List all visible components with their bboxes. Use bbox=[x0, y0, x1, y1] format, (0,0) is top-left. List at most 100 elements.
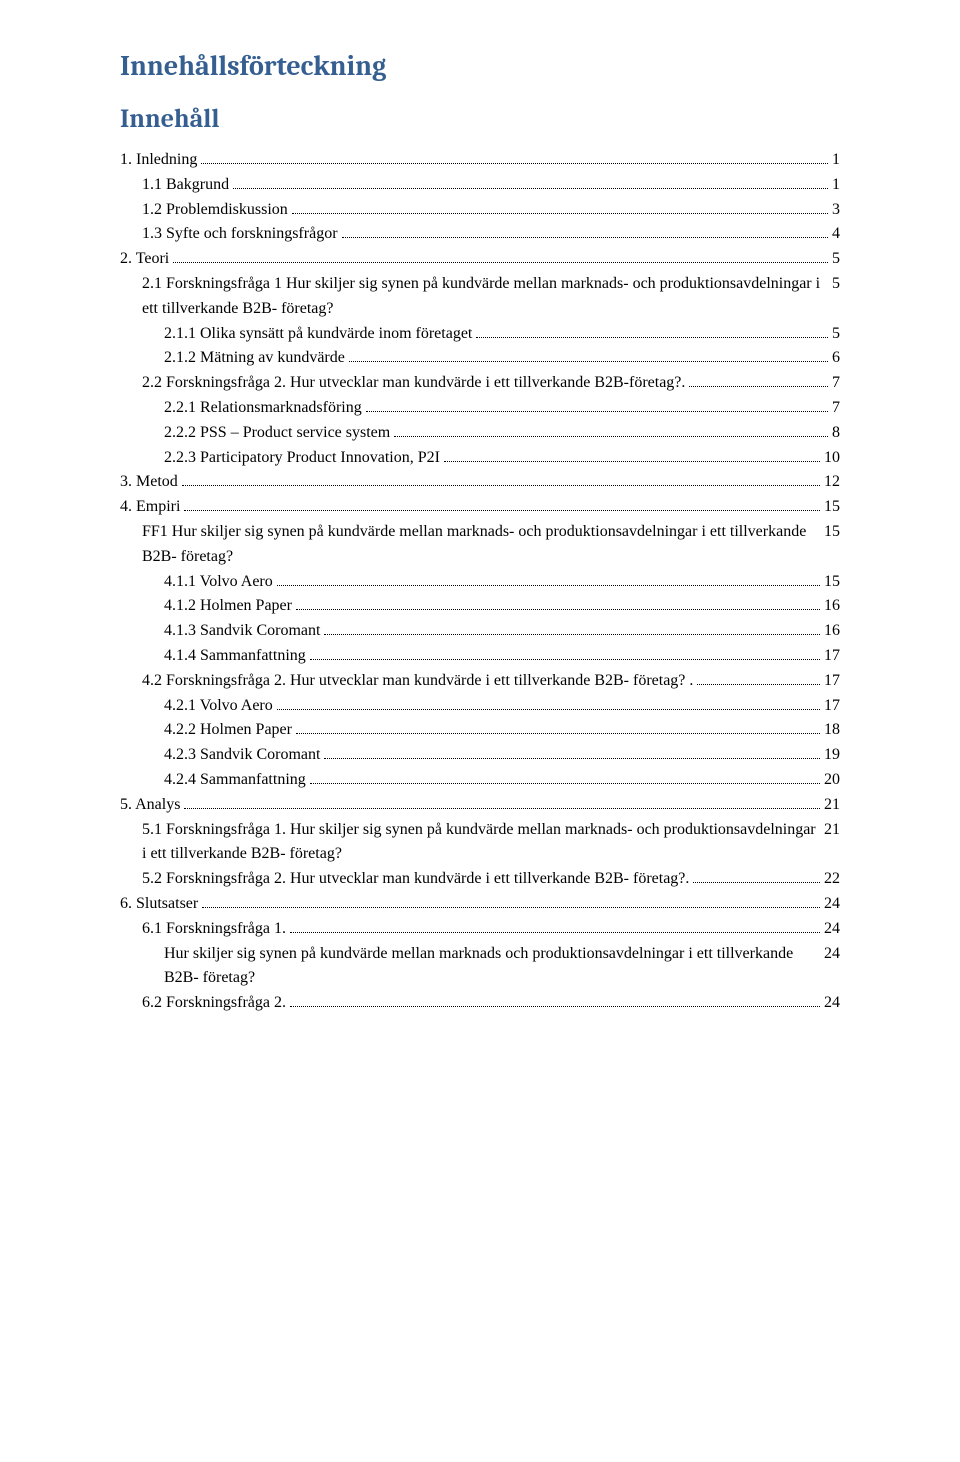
toc-entry[interactable]: 4.2.3 Sandvik Coromant 19 bbox=[120, 743, 840, 768]
toc-entry-page: 21 bbox=[824, 818, 840, 843]
heading-sub: Innehåll bbox=[120, 104, 840, 134]
toc-leader bbox=[689, 372, 828, 387]
toc-leader bbox=[296, 595, 820, 610]
toc-entry[interactable]: 6. Slutsatser 24 bbox=[120, 892, 840, 917]
toc-entry[interactable]: 4. Empiri 15 bbox=[120, 495, 840, 520]
toc-leader bbox=[324, 744, 820, 759]
toc-entry[interactable]: 2.1.1 Olika synsätt på kundvärde inom fö… bbox=[120, 322, 840, 347]
toc-entry-label: 6. Slutsatser bbox=[120, 892, 198, 917]
toc-entry-page: 18 bbox=[824, 718, 840, 743]
toc-entry-page: 15 bbox=[824, 520, 840, 545]
toc-leader bbox=[277, 570, 820, 585]
toc-entry-page: 16 bbox=[824, 619, 840, 644]
toc-leader bbox=[310, 645, 820, 660]
toc-leader bbox=[184, 793, 820, 808]
page: Innehållsförteckning Innehåll 1. Inledni… bbox=[0, 0, 960, 1462]
toc-entry-label: 2.2 Forskningsfråga 2. Hur utvecklar man… bbox=[142, 371, 685, 396]
toc-entry-page: 8 bbox=[832, 421, 840, 446]
toc-entry[interactable]: 2. Teori 5 bbox=[120, 247, 840, 272]
toc-entry-label: 1. Inledning bbox=[120, 148, 197, 173]
toc-entry-label: 1.1 Bakgrund bbox=[142, 173, 229, 198]
toc-leader bbox=[182, 471, 820, 486]
toc-entry-page: 12 bbox=[824, 470, 840, 495]
toc-leader bbox=[366, 397, 828, 412]
toc-entry-page: 24 bbox=[824, 917, 840, 942]
toc-entry-page: 3 bbox=[832, 198, 840, 223]
toc-entry[interactable]: 3. Metod 12 bbox=[120, 470, 840, 495]
toc-entry[interactable]: 1.1 Bakgrund 1 bbox=[120, 173, 840, 198]
toc-entry-label: 4.1.3 Sandvik Coromant bbox=[164, 619, 320, 644]
toc-entry-label: 2.2.1 Relationsmarknadsföring bbox=[164, 396, 362, 421]
toc-entry-page: 7 bbox=[832, 396, 840, 421]
toc-entry[interactable]: 5.1 Forskningsfråga 1. Hur skiljer sig s… bbox=[120, 818, 840, 868]
toc-entry[interactable]: 4.2.1 Volvo Aero 17 bbox=[120, 694, 840, 719]
toc-leader bbox=[184, 496, 820, 511]
toc-entry[interactable]: 5. Analys 21 bbox=[120, 793, 840, 818]
toc-entry-page: 15 bbox=[824, 570, 840, 595]
toc-entry-label: 2.2.3 Participatory Product Innovation, … bbox=[164, 446, 440, 471]
toc-entry-page: 22 bbox=[824, 867, 840, 892]
toc-entry-page: 24 bbox=[824, 892, 840, 917]
toc-entry[interactable]: 4.1.1 Volvo Aero 15 bbox=[120, 570, 840, 595]
toc-entry-page: 21 bbox=[824, 793, 840, 818]
toc-entry[interactable]: 2.1.2 Mätning av kundvärde 6 bbox=[120, 346, 840, 371]
toc-entry[interactable]: 2.2.1 Relationsmarknadsföring 7 bbox=[120, 396, 840, 421]
toc-leader bbox=[290, 992, 820, 1007]
toc-entry-page: 24 bbox=[824, 991, 840, 1016]
toc-entry[interactable]: 4.2.4 Sammanfattning 20 bbox=[120, 768, 840, 793]
toc-entry[interactable]: 5.2 Forskningsfråga 2. Hur utvecklar man… bbox=[120, 867, 840, 892]
toc-entry[interactable]: 1. Inledning 1 bbox=[120, 148, 840, 173]
toc-leader bbox=[349, 347, 828, 362]
toc-entry-label: 6.2 Forskningsfråga 2. bbox=[142, 991, 286, 1016]
toc-entry[interactable]: 1.3 Syfte och forskningsfrågor 4 bbox=[120, 222, 840, 247]
toc-entry[interactable]: 2.2.2 PSS – Product service system 8 bbox=[120, 421, 840, 446]
toc-entry-label: 4.1.2 Holmen Paper bbox=[164, 594, 292, 619]
toc-leader bbox=[290, 917, 820, 932]
toc-entry[interactable]: 4.2 Forskningsfråga 2. Hur utvecklar man… bbox=[120, 669, 840, 694]
toc-leader bbox=[697, 669, 820, 684]
toc-entry-label: 5.1 Forskningsfråga 1. Hur skiljer sig s… bbox=[142, 818, 816, 868]
toc-entry-label: Hur skiljer sig synen på kundvärde mella… bbox=[164, 942, 816, 992]
toc-entry[interactable]: 2.2 Forskningsfråga 2. Hur utvecklar man… bbox=[120, 371, 840, 396]
toc-entry[interactable]: 4.1.2 Holmen Paper 16 bbox=[120, 594, 840, 619]
toc-entry-page: 5 bbox=[832, 322, 840, 347]
toc-entry-label: 5. Analys bbox=[120, 793, 180, 818]
toc-entry-label: 6.1 Forskningsfråga 1. bbox=[142, 917, 286, 942]
toc-leader bbox=[201, 149, 828, 164]
toc-entry[interactable]: 4.1.4 Sammanfattning 17 bbox=[120, 644, 840, 669]
toc-entry[interactable]: 2.2.3 Participatory Product Innovation, … bbox=[120, 446, 840, 471]
toc-entry[interactable]: Hur skiljer sig synen på kundvärde mella… bbox=[120, 942, 840, 992]
toc-entry-label: 4.2.4 Sammanfattning bbox=[164, 768, 306, 793]
toc-entry[interactable]: 4.2.2 Holmen Paper 18 bbox=[120, 718, 840, 743]
toc-entry-label: 2.2.2 PSS – Product service system bbox=[164, 421, 390, 446]
toc-entry-page: 7 bbox=[832, 371, 840, 396]
toc-entry[interactable]: FF1 Hur skiljer sig synen på kundvärde m… bbox=[120, 520, 840, 570]
toc-entry[interactable]: 6.2 Forskningsfråga 2. 24 bbox=[120, 991, 840, 1016]
toc-entry-label: 4.1.1 Volvo Aero bbox=[164, 570, 273, 595]
toc-leader bbox=[233, 173, 828, 188]
toc-leader bbox=[394, 421, 828, 436]
toc-leader bbox=[310, 769, 820, 784]
toc-leader bbox=[202, 893, 820, 908]
toc-entry-label: 1.3 Syfte och forskningsfrågor bbox=[142, 222, 338, 247]
toc-leader bbox=[476, 322, 828, 337]
toc-entry-label: FF1 Hur skiljer sig synen på kundvärde m… bbox=[142, 520, 816, 570]
toc-entry-label: 4.2.1 Volvo Aero bbox=[164, 694, 273, 719]
toc-entry[interactable]: 4.1.3 Sandvik Coromant 16 bbox=[120, 619, 840, 644]
toc-entry-label: 2.1.2 Mätning av kundvärde bbox=[164, 346, 345, 371]
toc-entry-label: 4.2.2 Holmen Paper bbox=[164, 718, 292, 743]
toc-leader bbox=[342, 223, 828, 238]
toc-entry-page: 16 bbox=[824, 594, 840, 619]
toc-entry-label: 4.1.4 Sammanfattning bbox=[164, 644, 306, 669]
toc-entry-page: 15 bbox=[824, 495, 840, 520]
toc-leader bbox=[292, 198, 828, 213]
toc-entry[interactable]: 1.2 Problemdiskussion 3 bbox=[120, 198, 840, 223]
toc-entry[interactable]: 2.1 Forskningsfråga 1 Hur skiljer sig sy… bbox=[120, 272, 840, 322]
toc-entry-label: 1.2 Problemdiskussion bbox=[142, 198, 288, 223]
toc-entry-page: 10 bbox=[824, 446, 840, 471]
toc-entry[interactable]: 6.1 Forskningsfråga 1. 24 bbox=[120, 917, 840, 942]
heading-main: Innehållsförteckning bbox=[120, 50, 840, 82]
toc-entry-page: 1 bbox=[832, 148, 840, 173]
toc-entry-page: 24 bbox=[824, 942, 840, 967]
toc-entry-label: 4.2.3 Sandvik Coromant bbox=[164, 743, 320, 768]
